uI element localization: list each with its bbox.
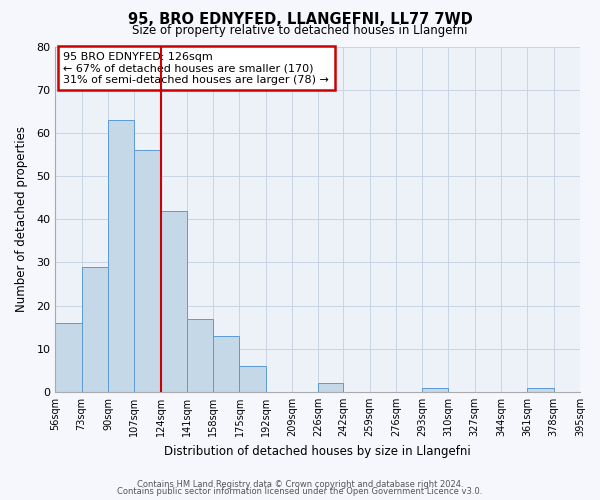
Text: Size of property relative to detached houses in Llangefni: Size of property relative to detached ho…: [132, 24, 468, 37]
Text: Contains HM Land Registry data © Crown copyright and database right 2024.: Contains HM Land Registry data © Crown c…: [137, 480, 463, 489]
Text: Contains public sector information licensed under the Open Government Licence v3: Contains public sector information licen…: [118, 488, 482, 496]
Bar: [239, 366, 266, 392]
Bar: [55, 323, 82, 392]
Bar: [527, 388, 554, 392]
Text: 95, BRO EDNYFED, LLANGEFNI, LL77 7WD: 95, BRO EDNYFED, LLANGEFNI, LL77 7WD: [128, 12, 472, 28]
Bar: [213, 336, 239, 392]
Bar: [319, 384, 343, 392]
Bar: [422, 388, 448, 392]
Bar: [108, 120, 134, 392]
Bar: [82, 266, 108, 392]
Bar: [134, 150, 161, 392]
Bar: [161, 210, 187, 392]
Y-axis label: Number of detached properties: Number of detached properties: [15, 126, 28, 312]
Text: 95 BRO EDNYFED: 126sqm
← 67% of detached houses are smaller (170)
31% of semi-de: 95 BRO EDNYFED: 126sqm ← 67% of detached…: [63, 52, 329, 85]
X-axis label: Distribution of detached houses by size in Llangefni: Distribution of detached houses by size …: [164, 444, 471, 458]
Bar: [187, 318, 213, 392]
